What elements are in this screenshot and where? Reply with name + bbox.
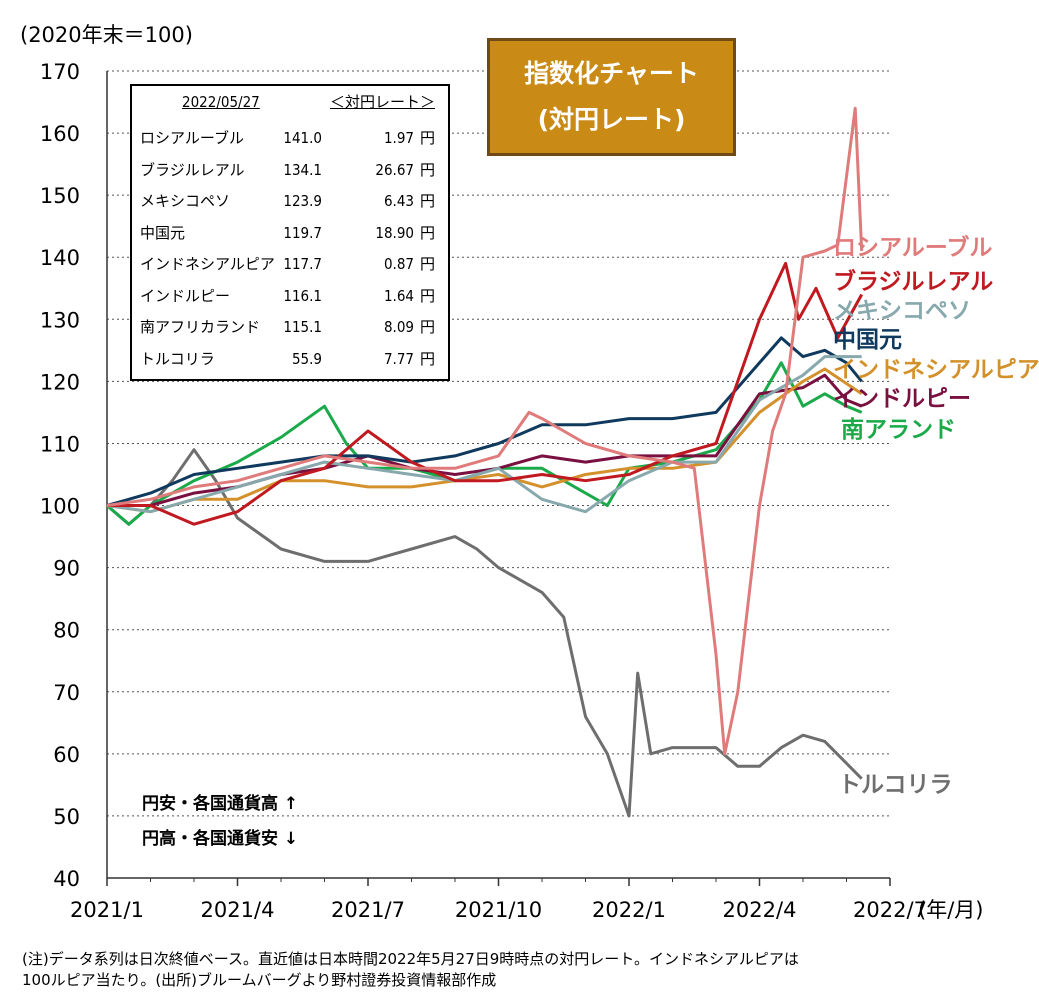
table-currency-name: 中国元 xyxy=(140,223,186,242)
table-index-value: 117.7 xyxy=(283,255,322,273)
y-tick-label: 60 xyxy=(53,743,80,767)
table-currency-name: ロシアルーブル xyxy=(140,129,244,147)
table-rate-value: 1.64 xyxy=(383,286,414,305)
x-tick-label: 2021/7 xyxy=(331,898,405,922)
x-tick-label: 2022/1 xyxy=(592,898,666,922)
x-tick-label: 2021/10 xyxy=(455,898,542,922)
table-row: インドルピー 116.1 1.64 円 xyxy=(132,282,448,310)
series-line xyxy=(106,367,863,514)
y-tick-label: 90 xyxy=(53,557,80,581)
table-currency-name: インドルピー xyxy=(140,286,231,305)
table-row: トルコリラ 55.9 7.77 円 xyxy=(132,345,448,373)
table-rate-header: ＜対円レート＞ xyxy=(330,93,436,111)
series-group xyxy=(106,106,864,818)
y-tick-label: 80 xyxy=(53,619,80,643)
chart-subtitle: (対円レート) xyxy=(537,105,686,134)
y-tick-label: 160 xyxy=(40,122,80,146)
y-tick-label: 110 xyxy=(40,432,80,456)
table-currency-name: メキシコペソ xyxy=(140,192,231,210)
y-tick-label: 70 xyxy=(53,681,80,705)
table-index-value: 115.1 xyxy=(283,318,322,336)
legend-label: ブラジルレアル xyxy=(833,268,993,295)
table-currency-name: 南アフリカランド xyxy=(140,318,261,336)
legend-label: 南アランド xyxy=(841,417,956,443)
series-line xyxy=(106,106,864,756)
y-axis-label: (2020年末＝100) xyxy=(20,23,193,47)
table-currency-name: トルコリラ xyxy=(140,349,215,368)
annotation-yen-strong: 円高・各国通貨安 ↓ xyxy=(142,829,299,849)
chart-title-box: 指数化チャート (対円レート) xyxy=(487,38,736,156)
series-line xyxy=(106,336,863,507)
y-tick-label: 170 xyxy=(40,60,80,84)
table-unit: 円 xyxy=(420,255,436,273)
footnote-line-1: (注)データ系列は日次終値ベース。直近値は日本時間2022年5月27日9時時点の… xyxy=(22,950,799,968)
legend-label: 中国元 xyxy=(833,327,902,353)
x-tick-label: 2022/4 xyxy=(723,898,797,922)
table-currency-name: インドネシアルピア xyxy=(140,255,275,273)
table-row: 南アフリカランド 115.1 8.09 円 xyxy=(132,313,448,341)
table-row: ブラジルレアル 134.1 26.67 円 xyxy=(132,156,448,184)
table-rate-value: 7.77 xyxy=(383,349,414,368)
series-line xyxy=(106,355,862,514)
legend-labels: ロシアルーブルブラジルレアルメキシコペソ中国元インドネシアルピアインドルピー南ア… xyxy=(833,234,1039,798)
table-unit: 円 xyxy=(420,349,436,368)
table-rate-value: 18.90 xyxy=(375,223,414,242)
x-tick-label: 2022/7 xyxy=(853,898,927,922)
table-rate-value: 1.97 xyxy=(383,129,414,147)
table-rate-value: 6.43 xyxy=(383,192,414,210)
axis-labels: (2020年末＝100) (年/月) xyxy=(20,23,983,922)
y-tick-label: 130 xyxy=(40,308,80,332)
legend-label: トルコリラ xyxy=(838,772,953,798)
y-tick-label: 150 xyxy=(40,184,80,208)
x-tick-label: 2021/4 xyxy=(201,898,275,922)
table-unit: 円 xyxy=(420,129,436,147)
table-row: ロシアルーブル 141.0 1.97 円 xyxy=(132,124,448,152)
table-rate-value: 0.87 xyxy=(383,255,414,273)
table-index-value: 134.1 xyxy=(283,160,322,179)
y-tick-label: 140 xyxy=(40,246,80,270)
table-index-value: 119.7 xyxy=(283,223,322,242)
table-index-value: 141.0 xyxy=(283,129,322,147)
legend-label: メキシコペソ xyxy=(833,298,971,324)
series-line xyxy=(107,261,864,526)
table-unit: 円 xyxy=(420,160,436,179)
table-date: 2022/05/27 xyxy=(182,93,260,111)
footnote-line-2: 100ルピア当たり。(出所)ブルームバーグより野村證券投資情報部作成 xyxy=(22,971,497,989)
table-header: 2022/05/27 ＜対円レート＞ xyxy=(132,88,448,116)
series-line xyxy=(106,361,863,526)
x-tick-label: 2021/1 xyxy=(70,898,144,922)
table-currency-name: ブラジルレアル xyxy=(140,160,245,179)
footnote: (注)データ系列は日次終値ベース。直近値は日本時間2022年5月27日9時時点の… xyxy=(22,949,1022,991)
axes: 40 50 60 70 80 90 100 110 120 130 140 150 160 170 2021… xyxy=(40,60,927,922)
annotation-yen-weak: 円安・各国通貨高 ↑ xyxy=(142,794,299,814)
table-index-value: 123.9 xyxy=(283,192,322,210)
chart-title: 指数化チャート xyxy=(524,59,699,88)
table-index-value: 116.1 xyxy=(283,286,322,305)
table-row: 中国元 119.7 18.90 円 xyxy=(132,219,448,247)
x-axis-label: (年/月) xyxy=(918,898,983,922)
table-rate-value: 26.67 xyxy=(375,160,414,179)
y-tick-label: 40 xyxy=(53,867,80,891)
legend-label: インドネシアルピア xyxy=(833,357,1039,383)
y-tick-label: 120 xyxy=(40,370,80,394)
y-tick-label: 100 xyxy=(40,495,80,519)
table-row: メキシコペソ 123.9 6.43 円 xyxy=(132,187,448,215)
table-unit: 円 xyxy=(420,223,436,242)
table-unit: 円 xyxy=(420,192,436,210)
series-line xyxy=(106,448,863,818)
table-row: インドネシアルピア 117.7 0.87 円 xyxy=(132,250,448,278)
y-tick-label: 50 xyxy=(53,805,80,829)
table-rate-value: 8.09 xyxy=(383,318,414,336)
latest-rate-table: 2022/05/27 ＜対円レート＞ ロシアルーブル 141.0 1.97 円ブラジル… xyxy=(130,84,450,381)
table-unit: 円 xyxy=(420,286,436,305)
legend-label: インドルピー xyxy=(833,386,971,412)
table-unit: 円 xyxy=(420,318,436,336)
legend-label: ロシアルーブル xyxy=(833,234,992,261)
table-index-value: 55.9 xyxy=(291,349,322,368)
